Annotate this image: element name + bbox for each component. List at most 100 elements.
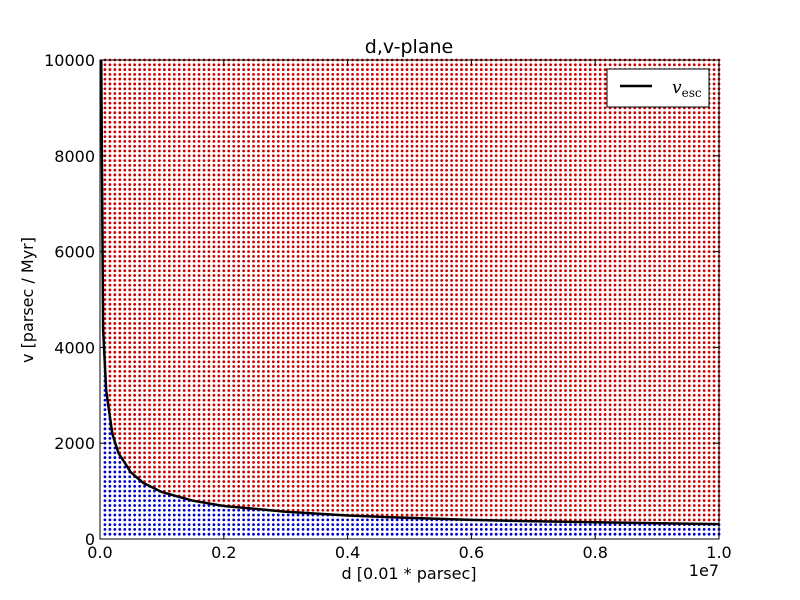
scatter-point-bound <box>276 523 280 527</box>
scatter-point-escaping <box>158 326 161 330</box>
scatter-point-escaping <box>266 140 270 143</box>
scatter-point-escaping <box>336 120 340 124</box>
scatter-point-escaping <box>326 499 330 503</box>
scatter-point-escaping <box>138 293 142 297</box>
scatter-point-bound <box>158 532 161 536</box>
scatter-point-escaping <box>118 437 122 440</box>
scatter-point-escaping <box>341 389 345 392</box>
scatter-point-escaping <box>346 312 349 316</box>
scatter-point-escaping <box>341 259 345 263</box>
scatter-point-escaping <box>276 154 280 158</box>
scatter-point-escaping <box>291 77 295 81</box>
scatter-point-escaping <box>262 278 265 282</box>
scatter-point-escaping <box>143 202 146 206</box>
scatter-point-escaping <box>316 211 320 215</box>
scatter-point-escaping <box>143 374 146 378</box>
scatter-point-escaping <box>271 341 275 345</box>
scatter-point-escaping <box>276 346 280 349</box>
scatter-point-escaping <box>291 326 295 330</box>
scatter-point-escaping <box>321 322 325 325</box>
scatter-point-escaping <box>227 489 231 493</box>
scatter-point-escaping <box>266 298 270 301</box>
scatter-point-escaping <box>321 125 325 129</box>
scatter-point-escaping <box>158 259 161 263</box>
scatter-point-escaping <box>217 101 221 105</box>
scatter-point-escaping <box>262 168 265 172</box>
scatter-point-escaping <box>207 106 211 110</box>
scatter-point-escaping <box>138 437 142 440</box>
scatter-point-escaping <box>162 293 166 297</box>
scatter-point-escaping <box>108 116 112 119</box>
scatter-point-bound <box>222 528 226 531</box>
scatter-point-escaping <box>217 283 221 287</box>
scatter-point-bound <box>118 504 122 507</box>
scatter-point-escaping <box>266 355 270 359</box>
scatter-point-escaping <box>133 398 137 402</box>
scatter-point-escaping <box>301 159 305 162</box>
scatter-point-escaping <box>133 154 137 158</box>
scatter-point-escaping <box>103 192 107 196</box>
scatter-point-escaping <box>207 63 211 67</box>
scatter-point-escaping <box>143 154 146 158</box>
scatter-point-escaping <box>217 460 221 464</box>
scatter-point-escaping <box>237 240 241 244</box>
scatter-point-escaping <box>306 221 310 225</box>
scatter-point-escaping <box>237 302 241 306</box>
scatter-point-escaping <box>306 398 310 402</box>
scatter-point-escaping <box>212 317 216 321</box>
scatter-point-escaping <box>212 92 216 95</box>
scatter-point-bound <box>306 532 310 536</box>
scatter-point-escaping <box>237 111 241 115</box>
scatter-point-escaping <box>133 413 137 416</box>
scatter-point-escaping <box>158 437 161 440</box>
scatter-point-escaping <box>232 144 236 148</box>
scatter-point-escaping <box>207 427 211 431</box>
scatter-point-escaping <box>128 389 132 392</box>
scatter-point-escaping <box>291 480 295 483</box>
scatter-point-escaping <box>341 178 345 182</box>
scatter-point-escaping <box>197 87 201 91</box>
scatter-point-escaping <box>113 77 117 81</box>
scatter-point-bound <box>103 532 107 536</box>
scatter-point-escaping <box>311 274 315 277</box>
scatter-point-escaping <box>336 163 340 167</box>
scatter-point-escaping <box>113 130 117 134</box>
scatter-point-bound <box>291 528 295 531</box>
scatter-point-escaping <box>262 259 265 263</box>
scatter-point-escaping <box>281 346 285 349</box>
scatter-point-escaping <box>291 336 295 340</box>
scatter-point-escaping <box>167 245 171 249</box>
scatter-point-escaping <box>118 336 122 340</box>
scatter-point-escaping <box>222 393 226 397</box>
scatter-point-escaping <box>306 245 310 249</box>
scatter-point-escaping <box>336 173 340 177</box>
scatter-point-bound <box>128 489 132 493</box>
scatter-point-escaping <box>172 245 176 249</box>
scatter-point-bound <box>103 446 107 450</box>
scatter-point-bound <box>212 528 216 531</box>
scatter-point-escaping <box>291 125 295 129</box>
scatter-point-escaping <box>143 63 146 67</box>
scatter-point-escaping <box>197 379 201 383</box>
scatter-point-escaping <box>266 398 270 402</box>
scatter-point-escaping <box>182 202 186 206</box>
scatter-point-escaping <box>158 231 161 234</box>
scatter-point-escaping <box>301 82 305 86</box>
scatter-point-escaping <box>326 384 330 388</box>
scatter-point-escaping <box>182 446 186 450</box>
scatter-point-escaping <box>187 293 191 297</box>
scatter-point-bound <box>118 513 122 517</box>
scatter-point-escaping <box>311 307 315 311</box>
scatter-point-escaping <box>286 398 290 402</box>
scatter-point-escaping <box>182 489 186 493</box>
scatter-point-escaping <box>281 168 285 172</box>
scatter-point-escaping <box>291 398 295 402</box>
scatter-point-escaping <box>237 254 241 258</box>
scatter-point-escaping <box>242 135 246 139</box>
scatter-point-escaping <box>123 63 127 67</box>
scatter-point-escaping <box>306 374 310 378</box>
scatter-point-escaping <box>341 221 345 225</box>
scatter-point-bound <box>158 499 161 503</box>
scatter-point-escaping <box>222 355 226 359</box>
scatter-point-escaping <box>177 374 181 378</box>
